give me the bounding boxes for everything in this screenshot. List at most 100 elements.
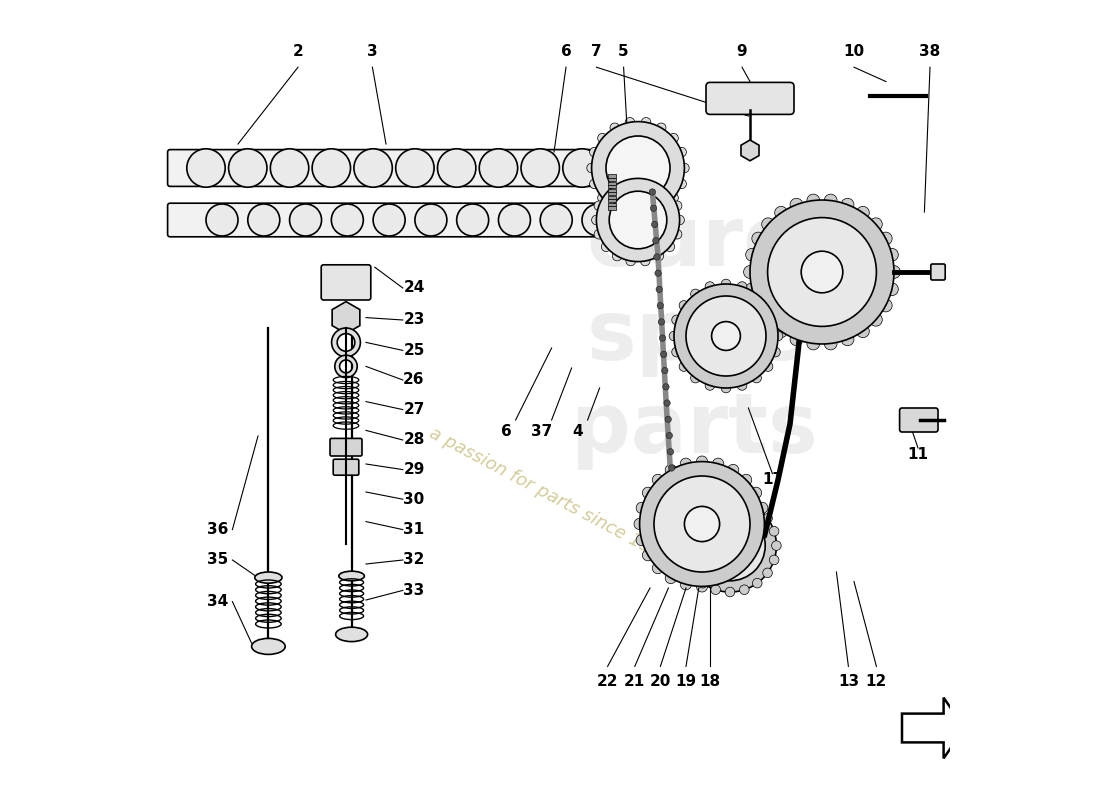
Circle shape [790,198,803,211]
Circle shape [691,374,701,383]
Circle shape [674,284,778,388]
FancyBboxPatch shape [167,150,632,186]
Circle shape [857,206,869,219]
Ellipse shape [331,204,363,236]
Ellipse shape [312,149,351,187]
Circle shape [676,179,686,189]
Circle shape [672,315,681,325]
Circle shape [654,251,663,261]
Circle shape [751,299,764,312]
Text: 18: 18 [700,674,720,689]
Circle shape [610,123,619,133]
Circle shape [639,462,764,586]
Circle shape [590,179,600,189]
Circle shape [886,248,899,261]
Text: 25: 25 [404,343,425,358]
Circle shape [751,374,761,383]
Circle shape [713,458,724,470]
Circle shape [807,194,820,207]
Circle shape [667,432,672,438]
Ellipse shape [339,571,364,581]
Circle shape [688,514,697,523]
Bar [608,182,616,185]
Circle shape [762,568,772,578]
Circle shape [739,497,749,506]
Text: 3: 3 [367,45,377,59]
Ellipse shape [336,627,367,642]
Circle shape [750,200,894,344]
Circle shape [666,189,674,198]
Circle shape [659,335,666,342]
Bar [608,199,616,202]
Circle shape [879,299,892,312]
Bar [608,174,616,178]
Circle shape [744,266,757,278]
Circle shape [801,251,843,293]
Circle shape [606,136,670,200]
Text: 12: 12 [866,674,887,689]
Text: 28: 28 [404,433,425,447]
Text: 20: 20 [650,674,671,689]
Circle shape [746,248,759,261]
Ellipse shape [480,149,518,187]
Circle shape [697,503,707,513]
Circle shape [696,581,707,592]
Circle shape [597,134,607,143]
Circle shape [634,518,646,530]
Text: 26: 26 [404,373,425,387]
Circle shape [660,351,667,358]
Circle shape [602,189,610,198]
Ellipse shape [271,149,309,187]
Circle shape [657,302,663,309]
Ellipse shape [373,204,405,236]
Circle shape [681,555,691,565]
Circle shape [769,555,779,565]
Circle shape [680,163,690,173]
Text: 11: 11 [908,447,928,462]
Circle shape [746,283,759,296]
Ellipse shape [582,204,614,236]
Circle shape [663,384,669,390]
Circle shape [711,585,720,594]
Circle shape [752,578,762,588]
Circle shape [751,232,764,245]
Circle shape [590,147,600,157]
Circle shape [666,573,676,584]
Circle shape [672,230,682,239]
Text: 37: 37 [531,425,552,439]
Circle shape [610,203,619,213]
Circle shape [649,189,656,195]
Bar [608,203,616,206]
Circle shape [650,205,657,211]
Circle shape [774,206,788,219]
Circle shape [636,502,647,514]
Text: euro
spec
parts: euro spec parts [571,202,817,470]
Circle shape [679,301,689,310]
Circle shape [722,383,730,393]
Ellipse shape [255,572,282,583]
Text: 36: 36 [207,522,229,537]
Text: 10: 10 [844,45,865,59]
Text: 38: 38 [920,45,940,59]
FancyBboxPatch shape [333,459,359,475]
Circle shape [713,578,724,590]
Text: 4: 4 [573,425,583,439]
Circle shape [640,256,650,266]
Circle shape [691,289,701,298]
Circle shape [696,456,707,467]
Circle shape [697,578,707,588]
Ellipse shape [229,149,267,187]
Text: 33: 33 [404,583,425,598]
Text: 35: 35 [208,553,229,567]
FancyBboxPatch shape [931,264,945,280]
FancyBboxPatch shape [330,438,362,456]
Bar [608,178,616,181]
Circle shape [807,337,820,350]
Circle shape [636,534,647,546]
Text: 17: 17 [762,473,783,487]
Circle shape [705,282,715,291]
Circle shape [672,347,681,357]
Text: 23: 23 [404,313,425,327]
Ellipse shape [206,204,238,236]
Circle shape [679,541,689,550]
